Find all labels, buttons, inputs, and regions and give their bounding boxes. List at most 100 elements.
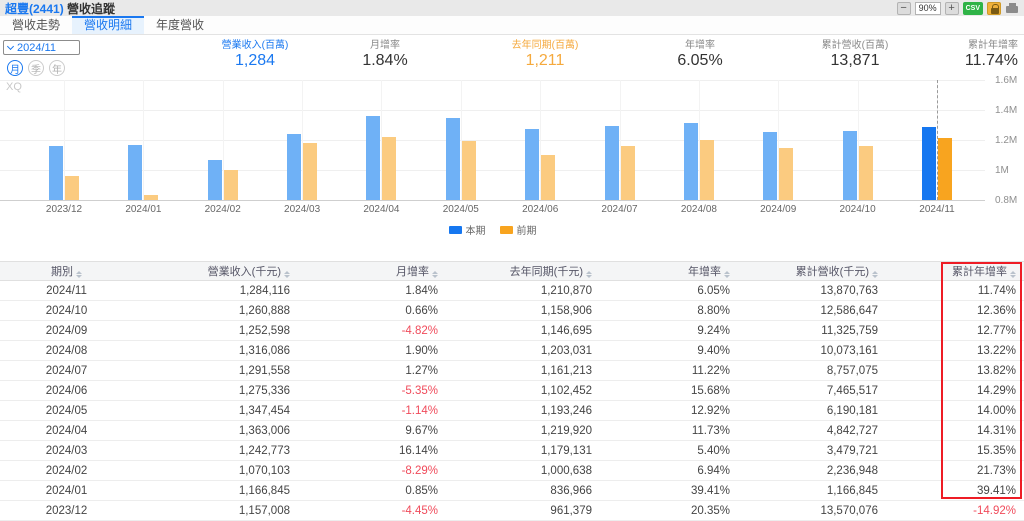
tab-revenue-trend[interactable]: 營收走勢: [12, 18, 61, 32]
stat-yoy: 年增率 6.05%: [630, 36, 770, 70]
stock-name: 超豐(2441): [5, 1, 64, 16]
bar-current-2024/10[interactable]: [842, 130, 857, 200]
table-cell: 13,570,076: [742, 500, 890, 521]
bar-current-2024/05[interactable]: [445, 117, 460, 200]
bar-previous-2024/07[interactable]: [620, 145, 635, 200]
table-cell: -8.29%: [302, 460, 450, 481]
sort-icon[interactable]: [872, 271, 878, 278]
table-row-2024/07[interactable]: 2024/07 1,291,558 1.27% 1,161,213 11.22% 8,75…: [0, 360, 1024, 381]
table-row-2024/02[interactable]: 2024/02 1,070,103 -8.29% 1,000,638 6.94% 2,23…: [0, 460, 1024, 481]
table-row-2024/04[interactable]: 2024/04 1,363,006 9.67% 1,219,920 11.73% 4,84…: [0, 420, 1024, 441]
sort-icon[interactable]: [586, 271, 592, 278]
x-axis-label: 2024/04: [363, 204, 400, 215]
table-header-去年同期(千元)[interactable]: 去年同期(千元): [450, 261, 604, 281]
table-cell: 0.66%: [302, 300, 450, 321]
stat-last-year: 去年同期(百萬) 1,211: [475, 36, 615, 70]
table-cell: 12.77%: [890, 320, 1024, 341]
chart-vgridline: [302, 80, 304, 200]
period-select[interactable]: 2024/11: [3, 40, 80, 55]
bar-current-2023/12[interactable]: [49, 146, 63, 200]
zoom-in-button[interactable]: +: [944, 1, 959, 15]
period-year-button[interactable]: 年: [49, 60, 65, 76]
table-cell: 2024/04: [0, 420, 133, 441]
table-header-營業收入(千元)[interactable]: 營業收入(千元): [133, 261, 302, 281]
table-row-2024/01[interactable]: 2024/01 1,166,845 0.85% 836,966 39.41% 1,166,…: [0, 480, 1024, 501]
x-axis-label: 2024/01: [125, 204, 162, 215]
table-cell: 2024/01: [0, 480, 133, 501]
table-row-2024/11[interactable]: 2024/11 1,284,116 1.84% 1,210,870 6.05% 13,87…: [0, 280, 1024, 301]
bar-previous-2024/01[interactable]: [144, 194, 159, 200]
period-quarter-button[interactable]: 季: [28, 60, 44, 76]
sort-icon[interactable]: [724, 271, 730, 278]
table-cell: 1,363,006: [133, 420, 302, 441]
legend-item-前期[interactable]: 前期: [499, 222, 537, 237]
table-cell: 11.22%: [604, 360, 742, 381]
table-cell: 20.35%: [604, 500, 742, 521]
header-label: 累計營收(千元): [795, 266, 869, 278]
bar-previous-2024/10[interactable]: [858, 146, 873, 200]
bar-current-2024/09[interactable]: [763, 132, 778, 200]
table-cell: 3,479,721: [742, 440, 890, 461]
bar-current-2024/06[interactable]: [525, 128, 540, 200]
y-axis-tick: 1.2M: [995, 135, 1018, 146]
table-row-2024/03[interactable]: 2024/03 1,242,773 16.14% 1,179,131 5.40% 3,47…: [0, 440, 1024, 461]
bar-current-2024/02[interactable]: [207, 159, 222, 200]
table-header-年增率[interactable]: 年增率: [604, 261, 742, 281]
period-select-value: 2024/11: [17, 41, 56, 54]
bar-current-2024/08[interactable]: [683, 122, 698, 200]
table-cell: 9.24%: [604, 320, 742, 341]
bar-previous-2024/11[interactable]: [938, 138, 952, 200]
table-cell: -5.35%: [302, 380, 450, 401]
page-title: 超豐(2441) 營收追蹤: [5, 0, 115, 17]
bar-previous-2024/09[interactable]: [779, 148, 794, 200]
table-cell: 8.80%: [604, 300, 742, 321]
table-header-月增率[interactable]: 月增率: [302, 261, 450, 281]
tab-annual-revenue[interactable]: 年度營收: [156, 18, 205, 32]
sort-icon[interactable]: [76, 271, 82, 278]
sort-icon[interactable]: [1010, 271, 1016, 278]
bar-previous-2024/06[interactable]: [541, 154, 556, 200]
table-row-2024/08[interactable]: 2024/08 1,316,086 1.90% 1,203,031 9.40% 10,07…: [0, 340, 1024, 361]
bar-current-2024/11[interactable]: [922, 127, 936, 200]
stat-label: 營業收入(百萬): [221, 40, 289, 51]
table-cell: 13.22%: [890, 340, 1024, 361]
bar-current-2024/01[interactable]: [128, 145, 143, 200]
sort-icon[interactable]: [432, 271, 438, 278]
x-axis-label: 2024/10: [839, 204, 876, 215]
bar-previous-2024/04[interactable]: [382, 137, 397, 200]
table-header-期別[interactable]: 期別: [0, 261, 133, 281]
period-month-button[interactable]: 月: [7, 60, 23, 76]
legend-item-本期[interactable]: 本期: [448, 222, 486, 237]
table-cell: 836,966: [450, 480, 604, 501]
table-cell: 1,193,246: [450, 400, 604, 421]
bar-previous-2024/08[interactable]: [699, 139, 714, 200]
printer-icon[interactable]: [1005, 2, 1019, 15]
table-cell: 1,157,008: [133, 500, 302, 521]
zoom-out-button[interactable]: −: [896, 1, 911, 15]
bar-current-2024/03[interactable]: [287, 133, 302, 200]
table-row-2024/05[interactable]: 2024/05 1,347,454 -1.14% 1,193,246 12.92% 6,1…: [0, 400, 1024, 421]
lock-icon[interactable]: [987, 1, 1001, 15]
table-row-2024/06[interactable]: 2024/06 1,275,336 -5.35% 1,102,452 15.68% 7,4…: [0, 380, 1024, 401]
sort-icon[interactable]: [284, 271, 290, 278]
tab-revenue-detail[interactable]: 營收明細: [72, 16, 145, 34]
table-cell: 2023/12: [0, 500, 133, 521]
bar-previous-2024/03[interactable]: [303, 143, 318, 200]
table-cell: 10,073,161: [742, 340, 890, 361]
x-axis-label: 2024/02: [204, 204, 241, 215]
table-row-2024/09[interactable]: 2024/09 1,252,598 -4.82% 1,146,695 9.24% 11,3…: [0, 320, 1024, 341]
bar-previous-2023/12[interactable]: [65, 175, 79, 200]
table-cell: 1,070,103: [133, 460, 302, 481]
bar-current-2024/04[interactable]: [366, 115, 381, 200]
table-header-累計營收(千元)[interactable]: 累計營收(千元): [742, 261, 890, 281]
legend-label: 本期: [465, 226, 486, 237]
table-cell: 1,146,695: [450, 320, 604, 341]
csv-export-button[interactable]: CSV: [962, 1, 983, 15]
table-header-累計年增率[interactable]: 累計年增率: [890, 261, 1024, 281]
table-row-2024/10[interactable]: 2024/10 1,260,888 0.66% 1,158,906 8.80% 12,58…: [0, 300, 1024, 321]
bar-previous-2024/05[interactable]: [461, 141, 476, 200]
chart-legend: 本期 前期: [0, 222, 985, 237]
bar-previous-2024/02[interactable]: [223, 169, 238, 200]
bar-current-2024/07[interactable]: [604, 126, 619, 200]
table-row-2023/12[interactable]: 2023/12 1,157,008 -4.45% 961,379 20.35% 13,57…: [0, 500, 1024, 521]
